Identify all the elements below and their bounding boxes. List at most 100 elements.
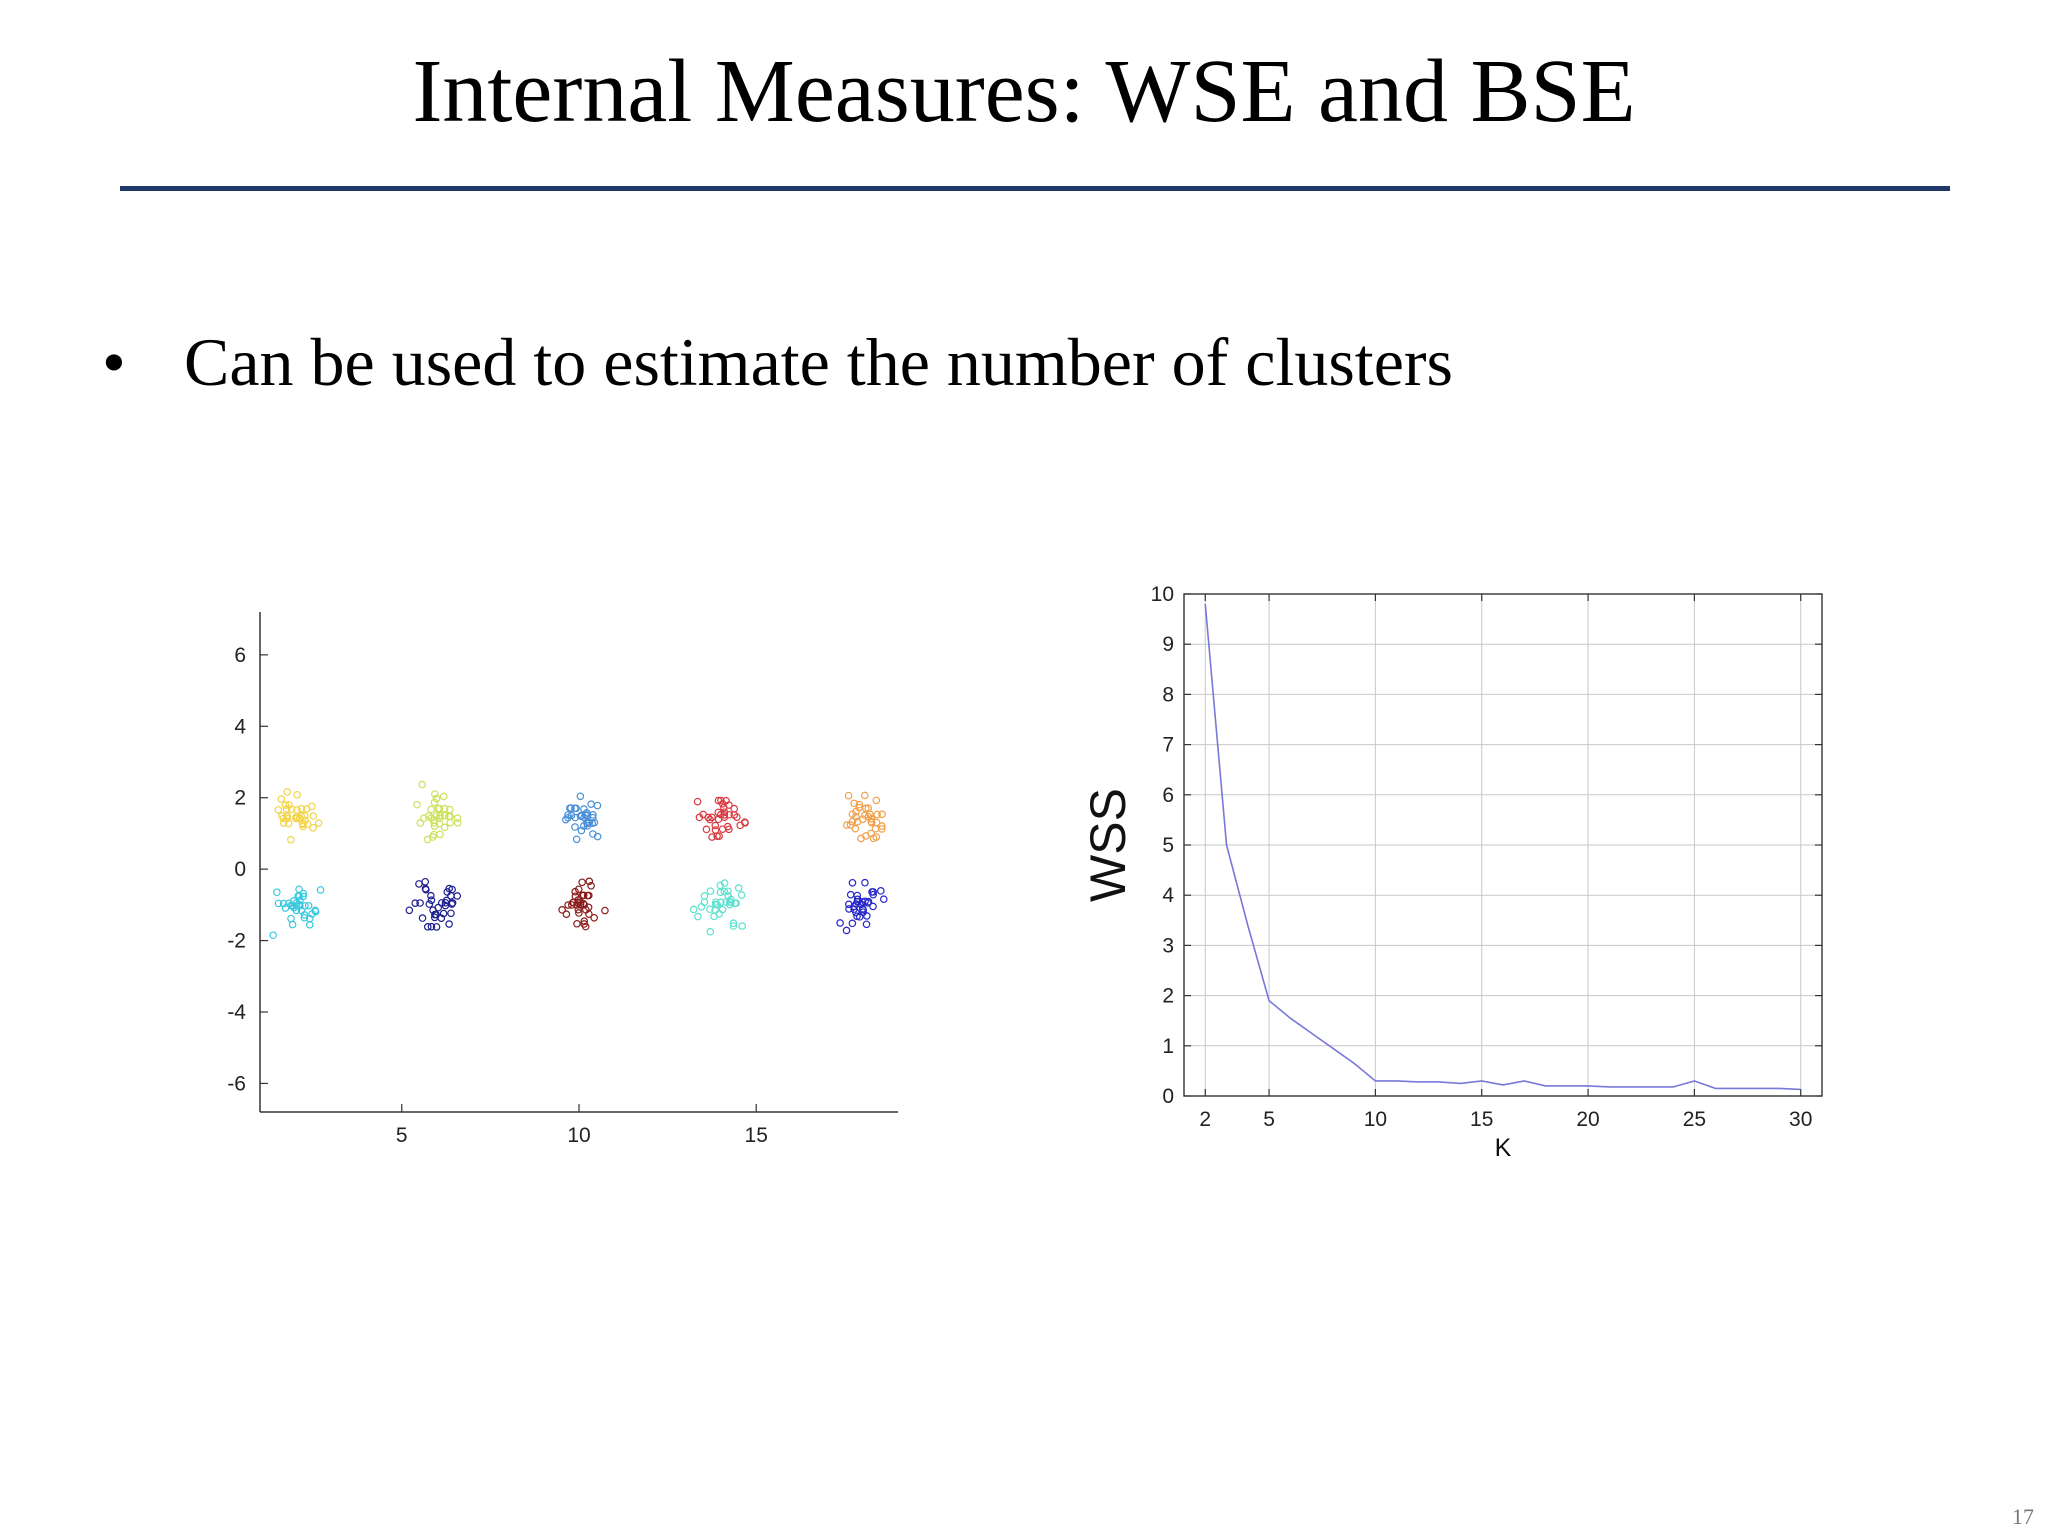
scatter-point [699,810,708,819]
scatter-point [855,800,864,809]
scatter-point [836,919,844,927]
scatter-point [561,815,570,824]
x-axis-label: K [1495,1134,1512,1162]
scatter-point [864,804,873,813]
scatter-point [300,911,309,919]
scatter-point [411,899,419,907]
plot-frame [1183,593,1823,1097]
y-axis-label: WSS [1080,788,1136,902]
scatter-point [863,912,871,920]
scatter-point [405,906,414,915]
scatter-point [700,898,709,906]
scatter-point [587,881,595,890]
scatter-point [562,910,571,918]
scatter-point [306,921,314,929]
scatter-point [580,805,588,813]
title-divider [120,186,1950,191]
scatter-point [436,830,444,839]
y-tick-label: 8 [1162,683,1174,706]
wss-series-line [1204,603,1801,1091]
scatter-point [879,895,888,903]
scatter-point [706,927,715,936]
scatter-point [711,906,720,914]
scatter-point [437,914,446,923]
scatter-point [848,919,857,928]
scatter-point [571,813,580,822]
scatter-point [564,811,572,819]
x-tick-label: 5 [396,1124,408,1147]
scatter-point [418,780,426,789]
x-tick-label: 30 [1789,1108,1812,1131]
scatter-point [567,804,575,812]
scatter-point [844,791,853,800]
scatter-point [860,791,869,800]
scatter-point [861,897,869,906]
scatter-point [729,922,738,930]
scatter-point [439,792,448,801]
scatter-point [273,888,281,897]
scatter-point [571,892,580,901]
scatter-point [441,898,450,907]
scatter-point [702,825,711,834]
scatter-point [580,901,589,909]
scatter-point [558,906,566,914]
scatter-point [869,834,878,843]
scatter-point [447,909,455,918]
x-tick-label: 10 [567,1124,590,1147]
scatter-point [725,810,733,819]
scatter-point [287,914,295,923]
y-tick-label: -2 [227,930,246,953]
scatter-point [304,901,313,910]
scatter-point [855,913,864,921]
scatter-point [741,819,749,827]
scatter-point [850,799,859,808]
scatter-point [724,887,732,896]
scatter-point [302,805,311,813]
scatter-point [446,818,455,827]
bullet-marker: • [102,324,126,400]
scatter-point [873,810,881,819]
scatter-point [729,919,738,928]
y-tick-label: 4 [1162,884,1174,907]
scatter-point [567,811,576,820]
scatter-point [851,824,860,833]
scatter-point [872,818,881,827]
x-tick-label: 20 [1576,1108,1599,1131]
scatter-point [872,796,881,805]
scatter-point [576,792,585,801]
scatter-point [283,811,292,820]
scatter-point [579,891,588,900]
scatter-point [864,897,873,906]
scatter-point [601,906,609,915]
scatter-point [269,931,277,940]
scatter-point [711,826,720,834]
scatter-point [427,805,435,814]
scatter-point [416,899,424,907]
scatter-point [738,922,746,930]
scatter-point [711,821,720,830]
scatter-point [577,826,586,835]
scatter-point [706,815,714,824]
y-tick-label: 6 [234,644,246,667]
scatter-point [309,823,317,832]
scatter-point [718,825,727,833]
scatter-point [858,905,867,913]
scatter-point [309,812,318,820]
scatter-point [848,878,857,887]
scatter-point [720,887,729,896]
scatter-point [274,899,283,908]
scatter-point [574,905,583,914]
scatter-point [279,899,288,908]
scatter-point [573,919,581,928]
scatter-point [861,811,869,820]
scatter-point [423,923,432,931]
scatter-point [593,832,602,841]
scatter-point [587,800,595,809]
y-tick-label: 7 [1162,734,1174,757]
y-tick-label: 6 [1162,784,1174,807]
scatter-point [575,909,583,917]
scatter-point [283,788,291,796]
x-tick-label: 5 [1263,1108,1275,1131]
scatter-point [878,822,886,830]
